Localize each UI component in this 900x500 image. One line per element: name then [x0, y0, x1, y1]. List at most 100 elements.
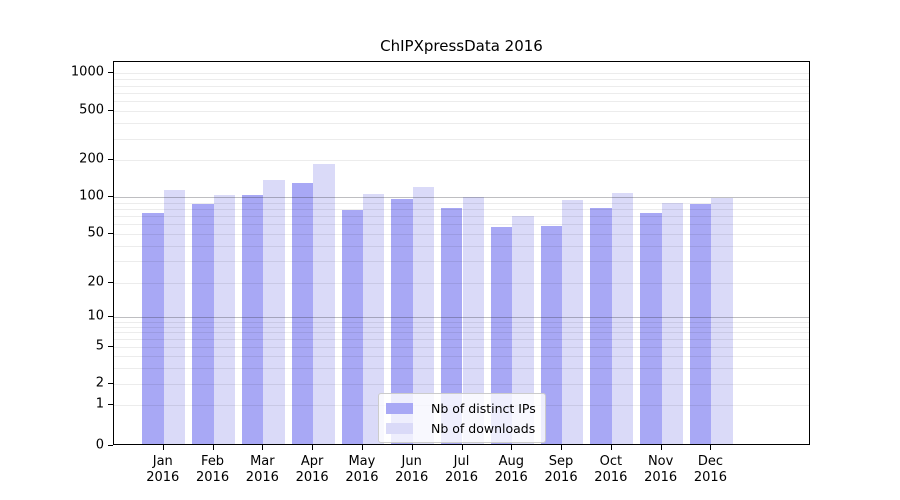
grid-line-400	[114, 123, 809, 125]
legend-item-nb-of-downloads: Nb of downloads	[386, 418, 536, 438]
grid-line-900	[114, 79, 809, 81]
bar-nb-of-downloads-aug	[512, 216, 534, 444]
x-tick-label-oct: Oct 2016	[594, 454, 627, 486]
x-tick-year: 2016	[395, 470, 429, 485]
bar-nb-of-distinct-ips-dec	[690, 204, 712, 444]
y-tick-mark-50	[108, 232, 113, 234]
bar-nb-of-downloads-jun	[412, 186, 435, 444]
x-tick-label-may: May 2016	[345, 454, 378, 486]
y-tick-label-5: 5	[95, 338, 104, 354]
grid-line-1000	[114, 73, 809, 75]
y-tick-label-500: 500	[79, 102, 104, 118]
bar-nb-of-distinct-ips-jan	[142, 213, 164, 444]
y-tick-mark-100	[108, 196, 113, 198]
y-tick-mark-20	[108, 281, 113, 283]
y-tick-mark-500	[108, 110, 113, 112]
bar-nb-of-downloads-feb	[213, 194, 235, 444]
bar-nb-of-downloads-mar	[263, 179, 285, 444]
x-tick-month: Sep	[548, 454, 574, 469]
x-tick-mark-may	[361, 445, 363, 450]
x-tick-year: 2016	[444, 470, 479, 485]
y-tick-label-1000: 1000	[70, 64, 104, 80]
x-tick-month: Apr	[300, 454, 324, 469]
x-tick-mark-oct	[610, 445, 612, 450]
bar-nb-of-downloads-nov	[661, 203, 684, 444]
y-tick-label-100: 100	[79, 188, 104, 204]
legend-item-nb-of-distinct-ips: Nb of distinct IPs	[386, 398, 536, 418]
y-tick-mark-0	[108, 445, 113, 446]
grid-line-700	[114, 92, 809, 94]
y-tick-mark-200	[108, 159, 113, 161]
bar-nb-of-distinct-ips-may	[341, 209, 363, 444]
x-tick-label-sep: Sep 2016	[545, 454, 578, 486]
x-tick-mark-apr	[312, 445, 314, 450]
y-tick-mark-2	[108, 383, 113, 385]
bar-nb-of-downloads-jan	[163, 190, 186, 444]
bar-nb-of-distinct-ips-mar	[241, 195, 264, 444]
x-tick-mark-jun	[411, 445, 413, 450]
x-tick-year: 2016	[494, 470, 528, 485]
bar-nb-of-distinct-ips-nov	[640, 212, 662, 444]
x-tick-mark-mar	[262, 445, 264, 450]
x-tick-month: Aug	[498, 454, 524, 469]
y-tick-mark-10	[108, 315, 113, 317]
bar-nb-of-distinct-ips-oct	[590, 208, 612, 444]
x-tick-mark-aug	[511, 445, 513, 450]
y-tick-label-2: 2	[95, 375, 104, 391]
x-tick-year: 2016	[693, 470, 727, 485]
x-tick-month: Jul	[453, 454, 470, 469]
x-tick-label-jun: Jun 2016	[395, 454, 428, 486]
x-tick-year: 2016	[245, 470, 279, 485]
bar-nb-of-downloads-apr	[313, 163, 335, 444]
x-tick-month: Dec	[697, 454, 723, 469]
bar-nb-of-distinct-ips-aug	[490, 226, 513, 444]
x-tick-month: Mar	[250, 454, 275, 469]
x-tick-year: 2016	[644, 470, 678, 485]
x-tick-year: 2016	[345, 470, 379, 485]
x-tick-year: 2016	[594, 470, 628, 485]
x-tick-month: Oct	[599, 454, 623, 469]
x-tick-year: 2016	[544, 470, 578, 485]
x-tick-label-feb: Feb 2016	[196, 454, 229, 486]
bar-nb-of-downloads-oct	[611, 193, 634, 444]
grid-line-800	[114, 85, 809, 87]
grid-line-600	[114, 101, 809, 103]
x-tick-label-dec: Dec 2016	[694, 454, 727, 486]
legend-label-nb-of-distinct-ips: Nb of distinct IPs	[431, 400, 536, 416]
legend-swatch-nb-of-distinct-ips	[386, 402, 413, 414]
x-tick-month: Nov	[647, 454, 674, 469]
bar-nb-of-distinct-ips-jun	[391, 199, 413, 444]
legend-swatch-nb-of-downloads	[386, 422, 413, 434]
x-tick-mark-nov	[660, 445, 662, 450]
grid-line-200	[114, 160, 809, 162]
x-tick-month: May	[348, 454, 376, 469]
plot-area	[113, 61, 810, 445]
y-tick-label-200: 200	[79, 151, 104, 167]
bar-nb-of-distinct-ips-feb	[192, 204, 214, 444]
chart-title: ChIPXpressData 2016	[380, 37, 543, 55]
bar-nb-of-distinct-ips-jul	[441, 208, 463, 444]
x-tick-mark-dec	[710, 445, 712, 450]
x-tick-label-aug: Aug 2016	[495, 454, 528, 486]
x-tick-month: Jan	[152, 454, 173, 469]
bar-nb-of-distinct-ips-sep	[540, 225, 563, 444]
x-tick-label-mar: Mar 2016	[246, 454, 279, 486]
x-tick-label-jul: Jul 2016	[445, 454, 478, 486]
x-tick-year: 2016	[295, 470, 329, 485]
x-tick-mark-sep	[561, 445, 563, 450]
x-tick-year: 2016	[146, 470, 180, 485]
x-tick-mark-feb	[212, 445, 214, 450]
y-tick-mark-5	[108, 346, 113, 348]
legend-label-nb-of-downloads: Nb of downloads	[431, 420, 536, 436]
x-tick-label-apr: Apr 2016	[296, 454, 329, 486]
x-tick-label-jan: Jan 2016	[146, 454, 179, 486]
legend: Nb of distinct IPs Nb of downloads	[378, 393, 546, 443]
y-tick-label-10: 10	[87, 308, 104, 324]
bar-nb-of-downloads-sep	[562, 199, 584, 444]
x-tick-month: Jun	[401, 454, 422, 469]
bar-nb-of-downloads-jul	[462, 197, 484, 444]
y-tick-label-20: 20	[87, 274, 104, 290]
y-tick-label-50: 50	[87, 225, 104, 241]
x-tick-label-nov: Nov 2016	[644, 454, 677, 486]
